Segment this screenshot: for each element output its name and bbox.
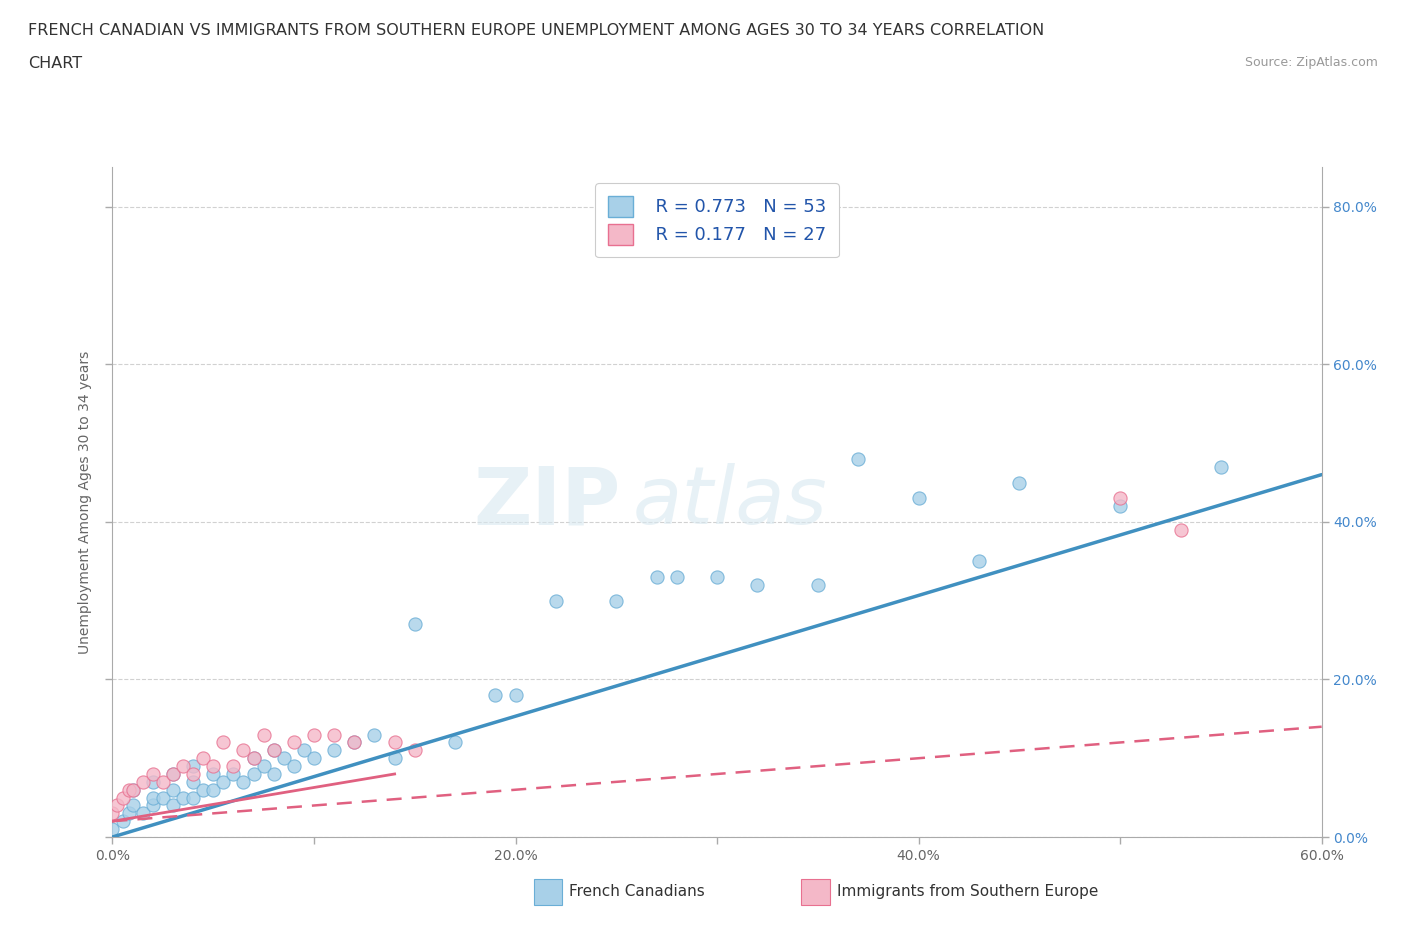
Point [121,782,143,797]
Point [222,766,245,781]
Point [645,569,668,584]
Point [1008,475,1031,490]
Point [283,759,305,774]
Point [181,775,204,790]
Point [101,806,124,821]
Point [152,790,174,805]
Point [132,775,155,790]
Point [191,751,214,765]
Point [242,751,264,765]
Point [323,727,346,742]
Point [105,798,128,813]
Point [807,578,830,592]
Point [1109,498,1132,513]
Text: CHART: CHART [28,56,82,71]
Point [253,759,276,774]
Point [747,578,769,592]
Point [484,688,506,703]
Point [232,775,254,790]
Point [384,751,406,765]
Point [1209,459,1232,474]
Point [263,743,285,758]
Y-axis label: Unemployment Among Ages 30 to 34 years: Unemployment Among Ages 30 to 34 years [79,351,93,654]
Point [1170,523,1192,538]
Point [846,451,869,466]
Point [202,766,225,781]
Point [181,759,204,774]
Point [1109,491,1132,506]
Point [273,751,295,765]
Text: French Canadians: French Canadians [569,884,706,899]
Point [212,775,235,790]
Point [132,806,155,821]
Point [263,766,285,781]
Point [505,688,527,703]
Point [142,766,165,781]
Point [706,569,728,584]
Point [363,727,385,742]
Point [242,751,264,765]
Point [202,782,225,797]
Point [665,569,688,584]
Text: ZIP: ZIP [472,463,620,541]
Point [605,593,627,608]
Point [142,775,165,790]
Point [404,743,426,758]
Point [222,759,245,774]
Point [152,775,174,790]
Point [232,743,254,758]
Point [967,554,990,569]
Point [384,735,406,750]
Text: Immigrants from Southern Europe: Immigrants from Southern Europe [837,884,1098,899]
Text: atlas: atlas [633,463,827,541]
Point [907,491,929,506]
Point [404,617,426,631]
Point [181,766,204,781]
Point [101,822,124,837]
Point [121,798,143,813]
Point [111,790,134,805]
Point [142,798,165,813]
Point [283,735,305,750]
Point [242,766,264,781]
Point [212,735,235,750]
Point [191,782,214,797]
Point [111,814,134,829]
Point [117,806,139,821]
Point [162,766,184,781]
Point [202,759,225,774]
Point [302,727,325,742]
Text: Source: ZipAtlas.com: Source: ZipAtlas.com [1244,56,1378,69]
Point [343,735,366,750]
Point [263,743,285,758]
Point [142,790,165,805]
Point [172,759,194,774]
Point [162,798,184,813]
Point [343,735,366,750]
Point [544,593,567,608]
Point [302,751,325,765]
Point [323,743,346,758]
Point [117,782,139,797]
Point [444,735,467,750]
Point [292,743,315,758]
Legend:   R = 0.773   N = 53,   R = 0.177   N = 27: R = 0.773 N = 53, R = 0.177 N = 27 [595,183,839,258]
Text: FRENCH CANADIAN VS IMMIGRANTS FROM SOUTHERN EUROPE UNEMPLOYMENT AMONG AGES 30 TO: FRENCH CANADIAN VS IMMIGRANTS FROM SOUTH… [28,23,1045,38]
Point [181,790,204,805]
Point [162,766,184,781]
Point [172,790,194,805]
Point [121,782,143,797]
Point [162,782,184,797]
Point [253,727,276,742]
